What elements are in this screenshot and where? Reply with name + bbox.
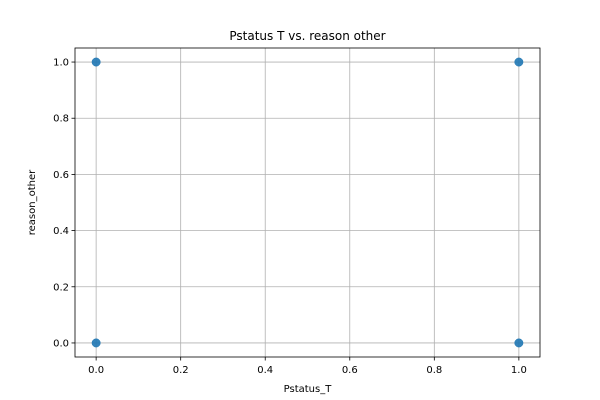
x-axis-label: Pstatus_T [284, 384, 333, 395]
scatter-point [92, 58, 100, 66]
y-tick-label: 0.4 [53, 226, 69, 237]
x-tick-label: 0.6 [342, 365, 358, 376]
x-tick-label: 0.2 [173, 365, 189, 376]
y-axis-label: reason_other [27, 169, 38, 235]
scatter-point [515, 339, 523, 347]
y-tick-label: 0.0 [53, 338, 69, 349]
x-tick-label: 0.4 [257, 365, 273, 376]
chart-title: Pstatus T vs. reason other [229, 29, 385, 43]
scatter-point [92, 339, 100, 347]
x-tick-label: 1.0 [511, 365, 527, 376]
y-tick-label: 0.2 [53, 282, 69, 293]
y-tick-label: 0.6 [53, 170, 69, 181]
x-tick-label: 0.0 [88, 365, 104, 376]
y-tick-label: 0.8 [53, 114, 69, 125]
x-tick-label: 0.8 [426, 365, 442, 376]
scatter-point [515, 58, 523, 66]
y-tick-label: 1.0 [53, 58, 69, 69]
